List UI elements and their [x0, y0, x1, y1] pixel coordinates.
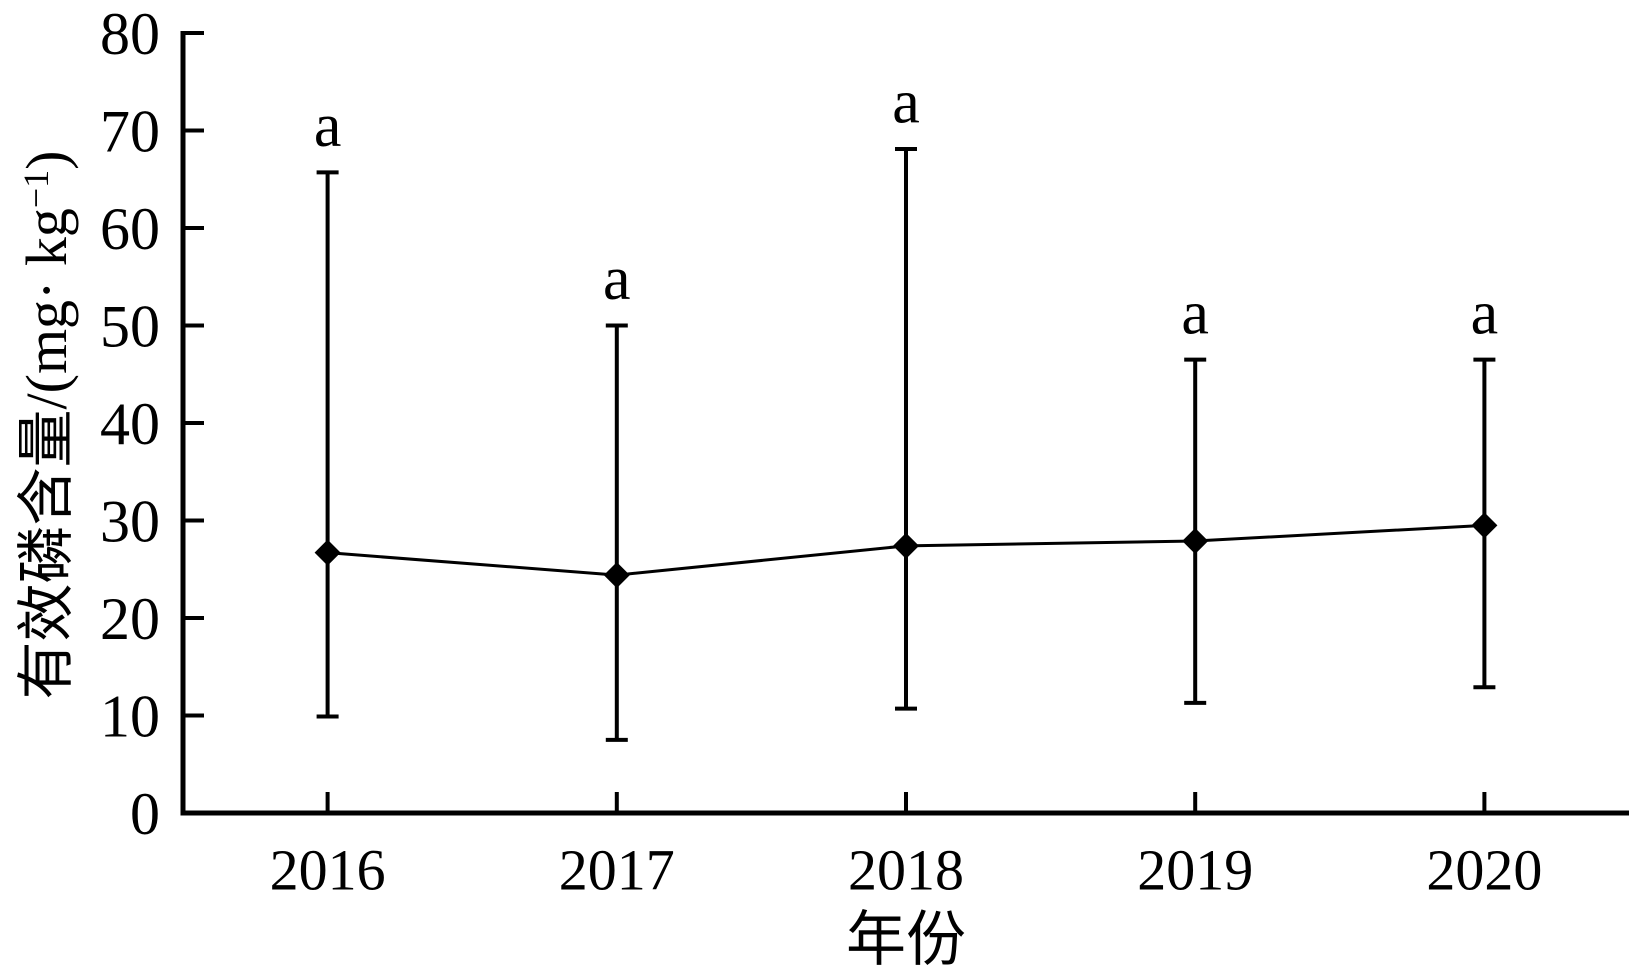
data-point-marker	[314, 539, 341, 566]
significance-label: a	[603, 245, 631, 313]
y-axis-title-superscript: −1	[16, 169, 56, 209]
y-tick-label: 50	[100, 294, 160, 360]
y-tick-label: 10	[100, 684, 160, 750]
y-axis-title: 有效磷含量/(mg· kg−1)	[9, 0, 85, 875]
x-tick-label: 2019	[1137, 837, 1253, 902]
y-tick-label: 0	[130, 781, 160, 847]
x-tick-label: 2018	[848, 837, 964, 902]
significance-label: a	[1181, 279, 1209, 347]
y-tick-label: 40	[100, 391, 160, 457]
x-tick-label: 2017	[559, 837, 675, 902]
y-tick-label: 70	[100, 99, 160, 165]
significance-label: a	[1471, 279, 1499, 347]
y-axis-title-text: 有效磷含量/(mg· kg	[14, 208, 79, 700]
y-tick-label: 20	[100, 586, 160, 652]
data-point-marker	[603, 562, 630, 589]
data-point-marker	[1182, 527, 1209, 554]
y-axis-title-suffix: )	[14, 150, 79, 170]
y-tick-label: 30	[100, 489, 160, 555]
y-tick-label: 60	[100, 196, 160, 262]
x-tick-label: 2020	[1426, 837, 1542, 902]
significance-label: a	[892, 69, 920, 137]
x-axis-title: 年份	[846, 907, 966, 973]
y-tick-label: 80	[100, 1, 160, 67]
data-point-marker	[1471, 512, 1498, 539]
data-point-marker	[893, 532, 919, 559]
x-tick-label: 2016	[270, 837, 386, 902]
significance-label: a	[314, 92, 342, 160]
